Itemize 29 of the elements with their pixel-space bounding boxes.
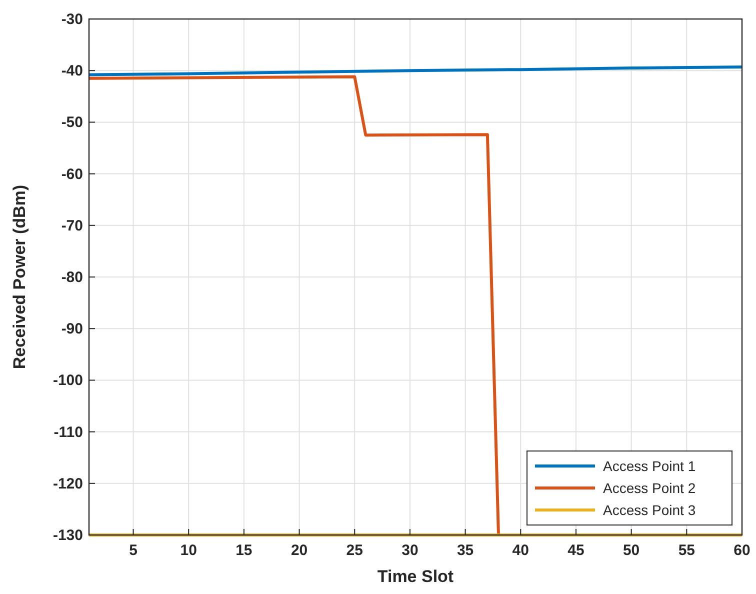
y-tick-label: -50	[61, 114, 83, 132]
x-tick-label: 55	[678, 542, 696, 559]
legend-label: Access Point 3	[603, 502, 696, 518]
y-tick-label: -90	[61, 320, 83, 338]
x-axis-title: Time Slot	[377, 567, 454, 586]
x-tick-label: 60	[734, 542, 750, 559]
y-tick-label: -70	[61, 217, 83, 234]
x-tick-label: 15	[236, 542, 252, 559]
x-tick-label: 45	[568, 542, 584, 559]
x-tick-label: 5	[129, 542, 138, 559]
x-tick-label: 30	[402, 542, 418, 559]
y-axis-title: Received Power (dBm)	[10, 184, 29, 370]
y-tick-label: -130	[52, 527, 83, 544]
legend-label: Access Point 1	[603, 458, 696, 474]
line-series	[88, 65, 744, 76]
x-tick-label: 50	[622, 542, 640, 559]
legend-label: Access Point 2	[603, 480, 696, 496]
y-tick-label: -110	[54, 424, 83, 441]
x-tick-label: 35	[456, 542, 474, 559]
y-tick-label: -30	[61, 11, 83, 28]
x-tick-label: 40	[512, 542, 529, 559]
y-tick-label: -60	[61, 166, 83, 183]
y-tick-label: -100	[52, 372, 83, 390]
y-tick-label: -80	[61, 269, 83, 286]
x-tick-label: 20	[290, 542, 308, 559]
x-tick-label: 25	[346, 542, 363, 559]
y-tick-label: -40	[61, 62, 83, 80]
y-tick-label: -120	[52, 475, 83, 492]
x-tick-label: 10	[180, 542, 197, 559]
